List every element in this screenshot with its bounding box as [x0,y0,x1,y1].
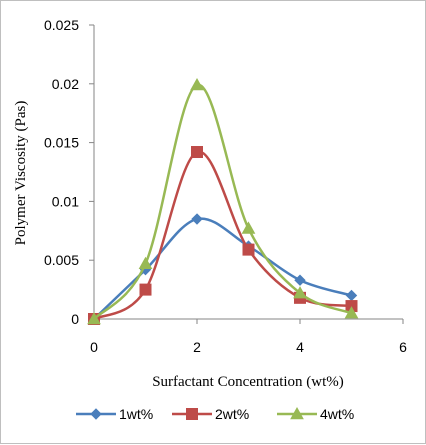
y-tick-label: 0.005 [44,252,79,268]
y-tick-label: 0.01 [52,193,79,209]
legend-item-2wt: 2wt% [172,406,249,422]
x-tick-label: 6 [399,339,407,355]
legend: 1wt% 2wt% 4wt% [76,406,354,422]
data-point [138,256,153,270]
data-point [294,274,306,286]
labels-layer: 0 0.005 0.01 0.015 0.02 0.025 0 2 4 6 Surfactant C… [13,17,407,390]
data-point [345,289,358,302]
data-point [87,311,101,325]
series-2wt [88,146,358,325]
data-point [139,283,152,296]
data-point [293,286,307,299]
data-point [190,77,204,91]
y-tick-label: 0.02 [52,76,79,92]
legend-label: 4wt% [320,406,354,422]
legend-marker [290,406,304,420]
data-point [241,221,256,234]
axes-layer [89,24,404,324]
legend-marker [90,408,102,420]
y-tick-label: 0.015 [44,135,79,151]
data-point [191,146,203,159]
legend-item-1wt: 1wt% [76,406,153,422]
x-tick-label: 2 [193,339,201,355]
data-point [242,243,255,256]
series-4wt [87,77,359,325]
x-tick-label: 0 [90,339,98,355]
series-line [93,150,352,321]
legend-label: 2wt% [215,406,249,422]
series-layer [87,77,359,325]
series-line [93,83,352,320]
legend-marker [186,408,198,420]
legend-label: 1wt% [119,406,153,422]
y-tick-label: 0 [71,311,79,327]
x-axis-title: Surfactant Concentration (wt%) [152,374,344,390]
y-tick-label: 0.025 [44,17,79,33]
data-point [191,213,203,225]
legend-item-4wt: 4wt% [277,406,354,422]
x-tick-label: 4 [296,339,304,355]
y-axis-title: Polymer Viscosity (Pas) [13,101,29,246]
data-point [344,306,359,319]
